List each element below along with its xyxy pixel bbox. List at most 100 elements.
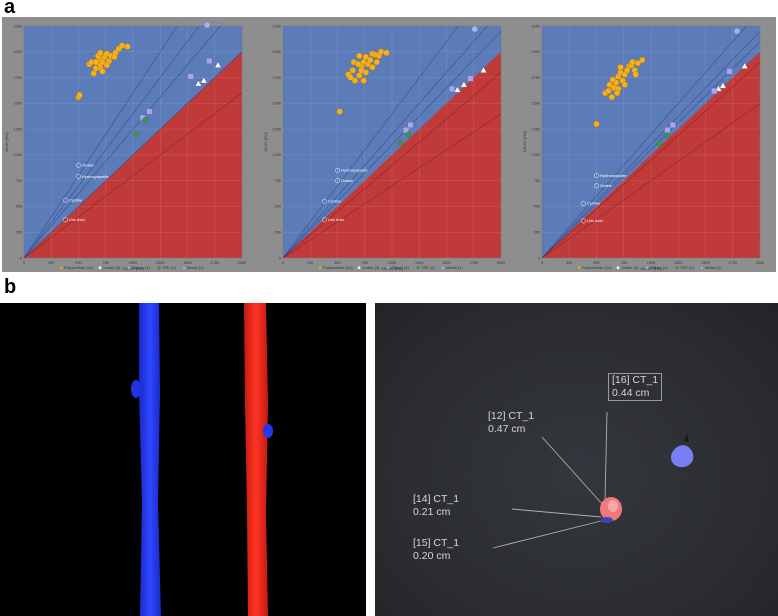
x-tick-8: 2000 — [497, 261, 505, 265]
ref-line-label-3: 0,95 — [762, 60, 769, 64]
polyurethan-point-1 — [76, 91, 83, 99]
blue-catheter — [139, 303, 161, 616]
x-tick-3: 750 — [103, 261, 109, 265]
x-tick-5: 1250 — [156, 261, 164, 265]
polyurethan-point-19 — [369, 64, 376, 71]
polyurethan-point-2 — [606, 81, 613, 88]
polyurethan-point-18 — [362, 69, 369, 76]
polyurethan-point-21 — [355, 61, 362, 68]
y-tick-0: 0 — [20, 256, 22, 260]
silikon-point-3 — [726, 68, 733, 75]
roi-label-16: [16] CT_1 0.44 cm — [608, 373, 663, 401]
ref-line-0 — [24, 26, 221, 258]
legend-marker-polyurethan — [318, 266, 322, 270]
x-tick-0: 0 — [541, 261, 543, 265]
legend-marker-polyurethan — [59, 266, 63, 270]
annotation-marker-1 — [76, 174, 81, 179]
ref-line-label-3: 0,90 — [503, 71, 510, 75]
legend-marker-vortek — [616, 266, 620, 270]
polyurethan-point-22 — [605, 87, 612, 95]
ref-line-label-4: 0,75 — [762, 102, 769, 106]
ct-coronal-image — [0, 303, 366, 616]
metall-point-0 — [471, 25, 478, 33]
annotation-label-0: Hydroxyapatite — [600, 173, 627, 178]
x-tick-6: 1500 — [442, 261, 450, 265]
x-tick-3: 750 — [621, 261, 627, 265]
y-tick-2: 500 — [16, 205, 22, 209]
x-tick-1: 250 — [307, 261, 313, 265]
polyurethan-point-21 — [103, 62, 110, 69]
legend-marker-tpe — [416, 266, 420, 270]
tpe-point-1 — [141, 116, 149, 124]
legend-label-silikon: Silikon (4) — [391, 265, 409, 270]
y-tick-9: 2250 — [14, 24, 22, 28]
silikon-point-2 — [448, 85, 455, 92]
plot-frame — [541, 25, 761, 259]
annotation-label-3: Uric Acid — [587, 218, 603, 223]
blue-stone-on-red — [263, 424, 273, 438]
x-tick-6: 1500 — [183, 261, 191, 265]
metall-point-0 — [733, 28, 741, 35]
ref-line-1 — [24, 26, 200, 258]
legend-label-silikon: Silikon (4) — [132, 265, 150, 270]
y-tick-3: 750 — [275, 179, 281, 183]
annotation-label-1: Oxalat — [600, 183, 612, 188]
y-tick-5: 1250 — [273, 127, 281, 131]
red-catheter — [244, 303, 268, 616]
scatter-chart-1: 1,25 1,40 1,60 1,00 0,80 0 250 500 750 1000 1250 15… — [4, 21, 251, 271]
y-tick-8: 2000 — [273, 50, 281, 54]
vortek-point-1 — [719, 82, 727, 89]
y-tick-1: 250 — [534, 231, 540, 235]
vortek-point-2 — [741, 62, 749, 69]
polyurethan-point-11 — [367, 56, 374, 64]
y-tick-0: 0 — [538, 256, 540, 260]
x-tick-2: 500 — [334, 261, 340, 265]
vortek-point-1 — [460, 81, 468, 88]
y-tick-4: 1000 — [14, 153, 22, 157]
annotation-marker-2 — [62, 197, 68, 203]
annotation-marker-3 — [580, 218, 586, 224]
y-tick-5: 1250 — [532, 127, 540, 131]
y-tick-5: 1250 — [14, 127, 22, 131]
annotation-marker-2 — [580, 200, 586, 206]
legend-label-metall: Metall (1) — [187, 265, 204, 270]
roi-label-14-title: [14] CT_1 — [413, 493, 460, 505]
ref-line-1 — [283, 26, 488, 258]
annotation-marker-0 — [76, 162, 81, 168]
y-tick-6: 1500 — [14, 102, 22, 106]
ref-line-label-4: 0,70 — [503, 112, 510, 116]
roi-label-14: [14] CT_1 0.21 cm — [413, 493, 459, 519]
ref-line-0 — [283, 30, 501, 258]
annotation-label-3: Uric Acid — [328, 217, 344, 222]
ref-line-label-0: 1,25 — [217, 21, 224, 25]
polyurethan-point-0 — [593, 120, 600, 128]
annotation-label-1: Oxalat — [341, 178, 353, 183]
silikon-point-1 — [407, 122, 414, 128]
legend-label-metall: Metall (1) — [446, 265, 463, 270]
legend-marker-silikon — [127, 266, 131, 270]
roi-label-15: [15] CT_1 0.20 cm — [413, 537, 459, 563]
legend-label-polyurethan: Polyurethan (24) — [323, 265, 353, 270]
polyurethan-point-23 — [97, 49, 104, 56]
polyurethan-point-15 — [377, 48, 385, 55]
polyurethan-point-22 — [111, 53, 118, 61]
y-tick-9: 2250 — [273, 24, 281, 28]
y-tick-3: 750 — [534, 179, 540, 183]
polyurethan-point-22 — [360, 77, 367, 84]
ref-line-3 — [542, 61, 760, 258]
vortek-point-1 — [200, 76, 208, 84]
polyurethan-point-19 — [99, 58, 106, 66]
roi-label-16-value: 0.44 cm — [612, 387, 650, 399]
ref-line-label-1: 1,20 — [484, 21, 491, 25]
legend-label-polyurethan: Polyurethan (24) — [64, 265, 94, 270]
ref-line-3 — [24, 51, 242, 258]
annotation-label-2: Cystine — [587, 201, 601, 206]
x-axis-label: 150 kV [HU] — [640, 266, 662, 271]
legend-label-tpe: TPE (2) — [421, 265, 435, 270]
roi-label-12-title: [12] CT_1 — [488, 410, 535, 422]
polyurethan-point-19 — [614, 89, 621, 97]
annotation-label-2: Cystine — [328, 199, 342, 204]
polyurethan-point-20 — [617, 64, 624, 71]
y-tick-6: 1500 — [273, 102, 281, 106]
x-axis-label: 120 kV [HU] — [122, 266, 144, 271]
